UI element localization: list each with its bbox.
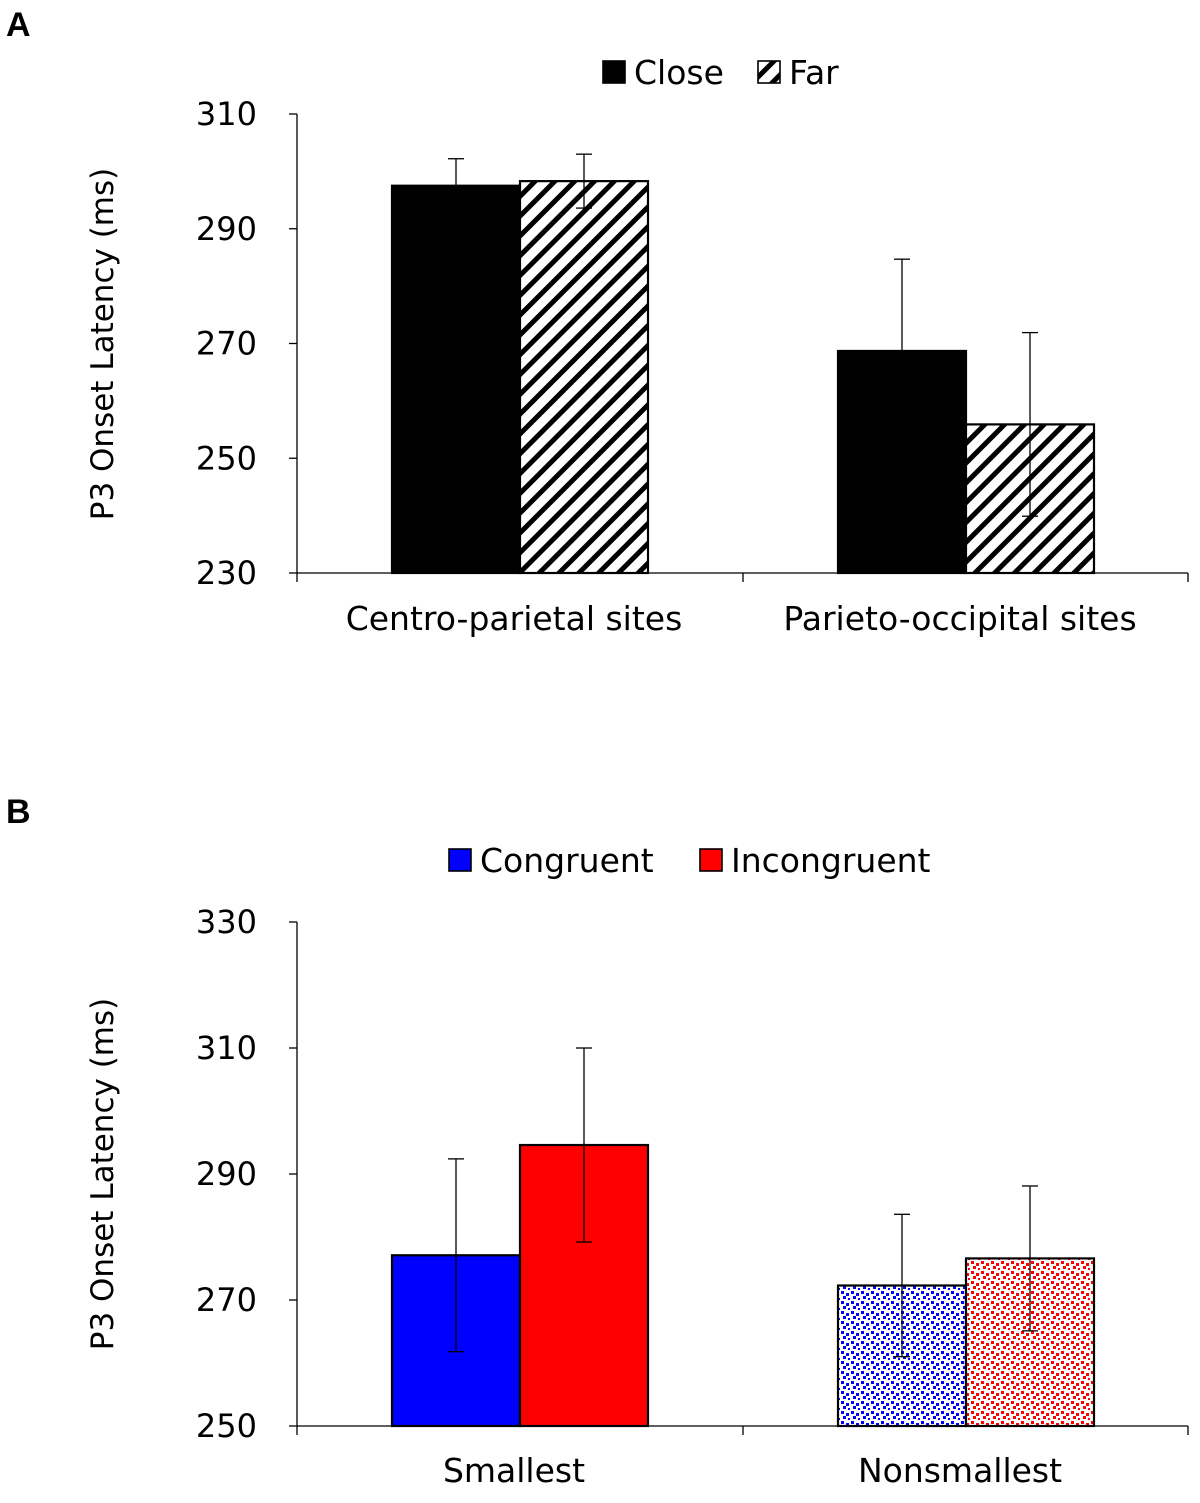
y-tick-label: 310 (196, 95, 257, 133)
panel-a: A P3 Onset Latency (ms) 230 250 270 290 310 Cen… (6, 6, 1189, 638)
x-category-label: Centro-parietal sites (346, 599, 683, 638)
x-category-label: Nonsmallest (858, 1451, 1062, 1490)
y-tick-label: 270 (196, 325, 257, 363)
y-tick-label: 330 (196, 903, 257, 941)
y-tick-label: 310 (196, 1029, 257, 1067)
x-category-label: Smallest (443, 1451, 585, 1490)
y-tick-label: 250 (196, 439, 257, 477)
bar-close-1 (390, 184, 522, 575)
panel-letter: B (6, 793, 31, 831)
y-tick-label: 270 (196, 1281, 257, 1319)
y-axis-title: P3 Onset Latency (ms) (85, 168, 121, 520)
y-tick-label: 290 (196, 1155, 257, 1193)
legend-label-incongruent: Incongruent (731, 841, 931, 880)
y-tick-label: 290 (196, 210, 257, 248)
y-tick-label: 250 (196, 1407, 257, 1445)
panel-b: B P3 Onset Latency (ms) 250 270 290 310 330 Sma… (6, 793, 1189, 1490)
bar-far-1 (518, 180, 650, 575)
legend-swatch-far (757, 60, 781, 84)
legend-label-far: Far (789, 53, 839, 92)
legend-label-close: Close (634, 53, 724, 92)
legend-swatch-incongruent (699, 848, 723, 872)
legend-label-congruent: Congruent (480, 841, 654, 880)
legend-swatch-congruent (448, 848, 472, 872)
panel-letter: A (6, 6, 31, 44)
y-tick-label: 230 (196, 554, 257, 592)
legend-swatch-close (602, 60, 626, 84)
x-category-label: Parieto-occipital sites (783, 599, 1136, 638)
y-axis-title: P3 Onset Latency (ms) (85, 998, 121, 1350)
